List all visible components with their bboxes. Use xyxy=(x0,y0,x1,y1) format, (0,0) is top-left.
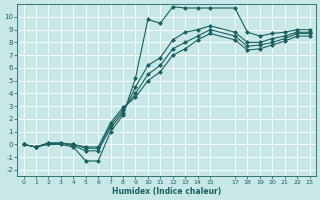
X-axis label: Humidex (Indice chaleur): Humidex (Indice chaleur) xyxy=(112,187,221,196)
